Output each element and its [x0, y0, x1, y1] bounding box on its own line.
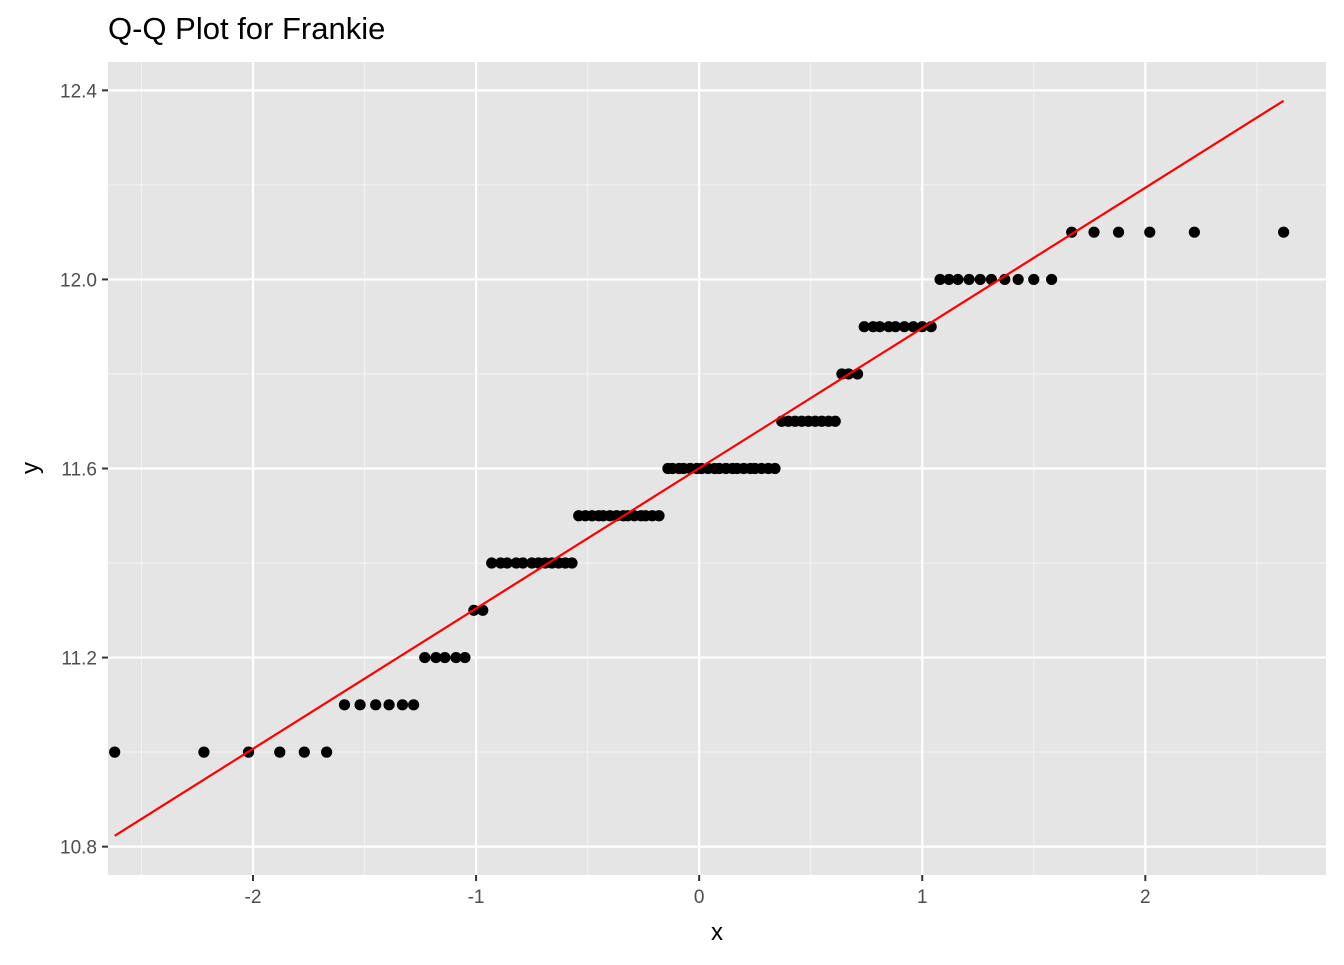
qq-point	[450, 651, 462, 664]
qq-point	[370, 699, 382, 711]
qq-point	[338, 699, 351, 711]
qq-point	[274, 746, 286, 758]
qq-point	[1144, 226, 1156, 238]
qq-point	[653, 510, 665, 522]
y-tick-label: 10.8	[60, 838, 97, 859]
x-tick-label: -1	[468, 887, 485, 908]
qq-point	[408, 699, 420, 711]
reference-line	[114, 99, 1285, 837]
qq-point	[1028, 273, 1040, 286]
qq-point	[354, 699, 366, 711]
y-axis-title: y	[17, 462, 44, 474]
qq-point	[396, 699, 409, 711]
qq-point	[1188, 226, 1200, 238]
qq-point	[321, 746, 333, 758]
qq-point	[898, 321, 910, 333]
qq-point	[459, 651, 471, 664]
chart-title: Q-Q Plot for Frankie	[108, 11, 385, 46]
qq-point	[943, 273, 955, 286]
qq-point	[1088, 226, 1100, 238]
qq-point	[430, 651, 442, 664]
qq-point	[439, 651, 451, 664]
qq-point	[566, 557, 578, 569]
x-tick-label: 1	[917, 887, 928, 908]
qq-point	[501, 557, 513, 569]
x-axis-title: x	[711, 919, 723, 946]
qq-point	[829, 415, 841, 427]
qq-point	[419, 651, 431, 664]
qq-point	[1278, 226, 1290, 238]
y-axis-ticks: 10.8 11.2 11.6 12.0 12.4	[60, 81, 108, 859]
qq-point	[383, 699, 395, 711]
qq-point	[934, 273, 946, 286]
qq-point	[1012, 273, 1024, 286]
qq-point	[889, 321, 902, 333]
qq-point	[858, 321, 870, 333]
qq-point	[477, 604, 489, 616]
qq-point	[1112, 226, 1125, 238]
qq-point	[974, 273, 986, 286]
qq-point	[963, 273, 975, 286]
x-tick-label: -2	[245, 887, 262, 908]
y-tick-label: 11.6	[61, 460, 97, 481]
x-axis-ticks: -2 -1 0 1 2	[245, 875, 1151, 908]
y-tick-label: 12.0	[60, 270, 97, 291]
qq-point	[298, 746, 310, 758]
qq-point	[1046, 273, 1058, 286]
qq-point	[517, 557, 529, 569]
qq-point	[874, 321, 886, 333]
qq-point	[769, 462, 781, 475]
qq-point	[109, 746, 121, 758]
y-tick-label: 12.4	[60, 81, 97, 102]
x-tick-label: 2	[1140, 887, 1151, 908]
x-tick-label: 0	[694, 887, 705, 908]
y-tick-label: 11.2	[61, 649, 97, 670]
qq-point	[907, 321, 919, 333]
qq-point	[198, 746, 210, 758]
qq-point	[952, 273, 964, 286]
reference-line-layer	[114, 99, 1285, 837]
major-grid	[108, 62, 1326, 875]
qq-point	[486, 557, 498, 569]
